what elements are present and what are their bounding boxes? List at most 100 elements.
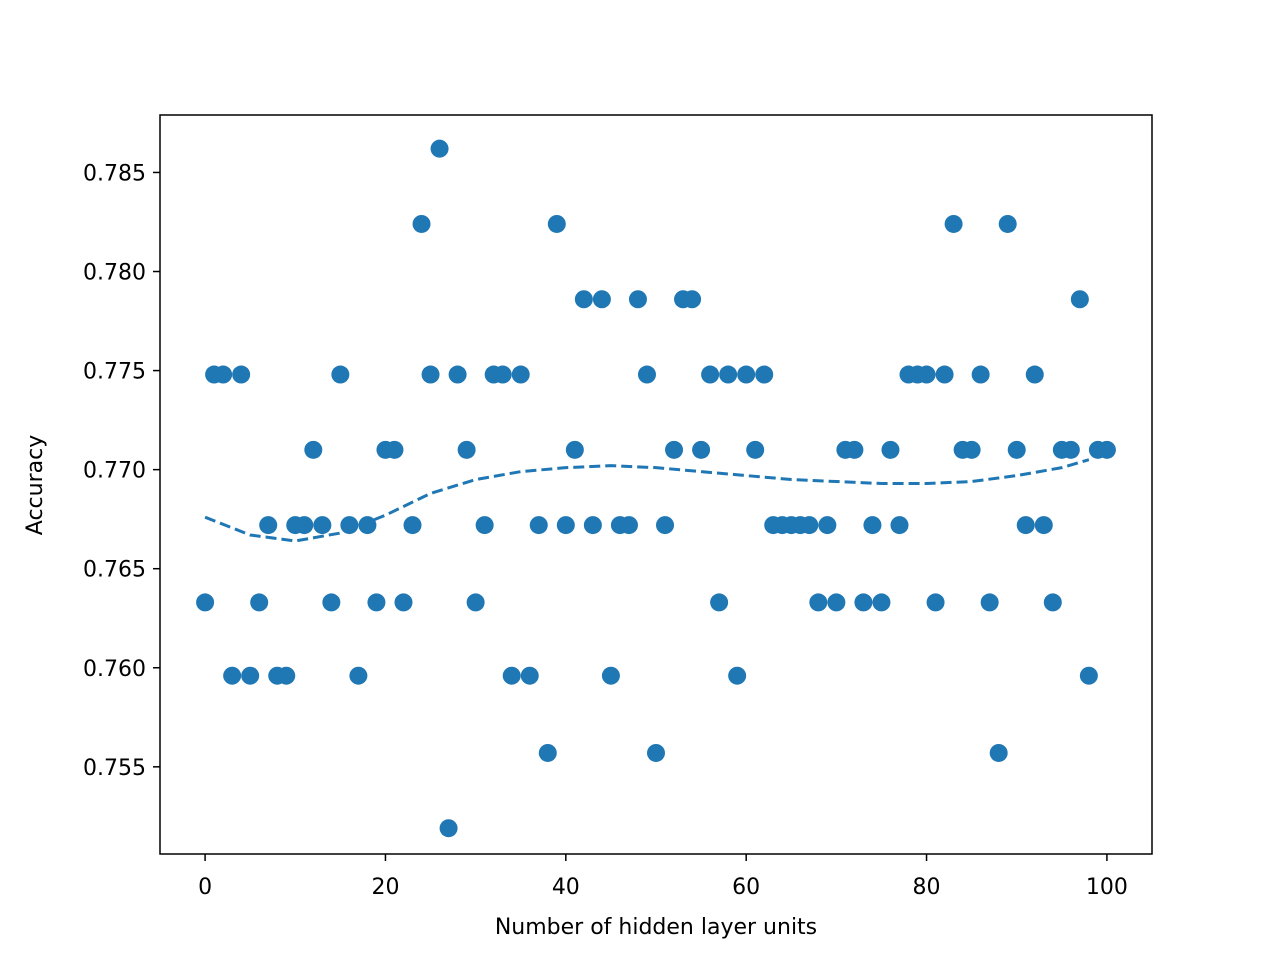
- data-point: [340, 516, 359, 535]
- data-point: [565, 440, 584, 459]
- data-point: [980, 593, 999, 612]
- data-point: [1034, 516, 1053, 535]
- x-axis-ticks: 0 20 40 60 80 100: [198, 854, 1128, 900]
- data-point: [448, 365, 467, 384]
- data-point: [926, 593, 945, 612]
- y-tick-label: 0.755: [83, 756, 146, 781]
- data-point: [223, 666, 242, 685]
- data-point: [872, 593, 891, 612]
- data-point: [241, 666, 260, 685]
- data-point: [493, 365, 512, 384]
- data-point: [196, 593, 215, 612]
- data-point: [1043, 593, 1062, 612]
- data-point: [989, 743, 1008, 762]
- data-point: [827, 593, 846, 612]
- data-point: [358, 516, 377, 535]
- data-point: [574, 290, 593, 309]
- x-tick-label: 0: [198, 875, 212, 900]
- data-point: [719, 365, 738, 384]
- data-point: [701, 365, 720, 384]
- data-point: [214, 365, 233, 384]
- data-point: [881, 440, 900, 459]
- y-tick-label: 0.765: [83, 558, 146, 583]
- data-point: [295, 516, 314, 535]
- y-tick-label: 0.785: [83, 161, 146, 186]
- data-point: [520, 666, 539, 685]
- data-point: [457, 440, 476, 459]
- y-tick-label: 0.760: [83, 657, 146, 682]
- data-point: [583, 516, 602, 535]
- data-point: [304, 440, 323, 459]
- data-point: [439, 819, 458, 838]
- data-point: [466, 593, 485, 612]
- data-point: [917, 365, 936, 384]
- data-point: [637, 365, 656, 384]
- data-point: [367, 593, 386, 612]
- data-point: [412, 214, 431, 233]
- data-point: [935, 365, 954, 384]
- x-tick-label: 20: [371, 875, 399, 900]
- data-point: [692, 440, 711, 459]
- y-axis-ticks: 0.755 0.760 0.765 0.770 0.775 0.780 0.785: [83, 161, 160, 781]
- data-point: [592, 290, 611, 309]
- data-point: [863, 516, 882, 535]
- data-point: [710, 593, 729, 612]
- data-point: [890, 516, 909, 535]
- x-axis-label: Number of hidden layer units: [495, 915, 817, 940]
- trend-line: [204, 458, 1090, 543]
- data-point: [394, 593, 413, 612]
- data-point: [1079, 666, 1098, 685]
- trend-line-layer: [204, 458, 1090, 543]
- data-point: [1016, 516, 1035, 535]
- data-point: [628, 290, 647, 309]
- data-point: [854, 593, 873, 612]
- data-point: [232, 365, 251, 384]
- data-point: [421, 365, 440, 384]
- data-point: [403, 516, 422, 535]
- data-point: [313, 516, 332, 535]
- data-point: [971, 365, 990, 384]
- points-layer: [196, 139, 1116, 838]
- data-point: [475, 516, 494, 535]
- data-point: [1070, 290, 1089, 309]
- data-point: [502, 666, 521, 685]
- y-tick-label: 0.775: [83, 360, 146, 385]
- x-tick-label: 80: [913, 875, 941, 900]
- data-point: [737, 365, 756, 384]
- data-point: [647, 743, 665, 762]
- data-point: [556, 516, 575, 535]
- data-point: [809, 593, 828, 612]
- data-point: [944, 214, 963, 233]
- data-point: [845, 440, 864, 459]
- data-point: [1007, 440, 1026, 459]
- plot-area-frame: [159, 114, 1153, 855]
- data-point: [259, 516, 278, 535]
- data-point: [385, 440, 404, 459]
- data-point: [601, 666, 620, 685]
- data-point: [538, 743, 557, 762]
- data-point: [511, 365, 530, 384]
- data-point: [683, 290, 702, 309]
- data-point: [250, 593, 269, 612]
- x-tick-label: 100: [1086, 875, 1128, 900]
- x-tick-label: 60: [732, 875, 760, 900]
- data-point: [728, 666, 747, 685]
- data-point: [619, 516, 638, 535]
- data-point: [665, 440, 684, 459]
- data-point: [331, 365, 350, 384]
- data-point: [547, 214, 566, 233]
- data-point: [1061, 440, 1080, 459]
- data-point: [656, 516, 675, 535]
- data-point: [1097, 440, 1116, 459]
- data-point: [998, 214, 1017, 233]
- data-point: [349, 666, 368, 685]
- data-point: [322, 593, 341, 612]
- y-tick-label: 0.780: [83, 261, 146, 286]
- data-point: [818, 516, 837, 535]
- data-point: [1025, 365, 1044, 384]
- data-point: [529, 516, 548, 535]
- data-point: [746, 440, 765, 459]
- y-tick-label: 0.770: [83, 459, 146, 484]
